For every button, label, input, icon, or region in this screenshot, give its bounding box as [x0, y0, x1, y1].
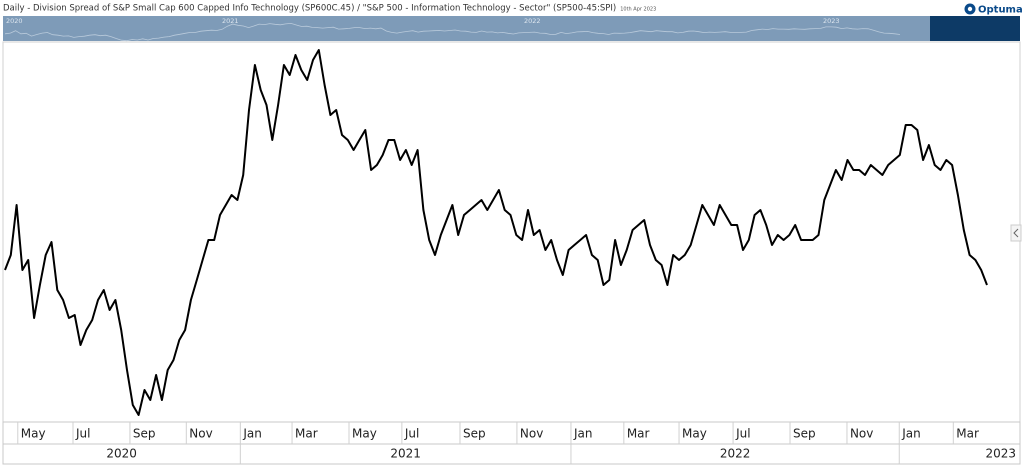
x-tick-label: Jan [573, 427, 593, 441]
year-tick-label: 2020 [106, 447, 137, 461]
year-axis [2, 443, 1021, 465]
year-tick-label: 2021 [390, 447, 421, 461]
navigator[interactable] [3, 16, 931, 41]
x-tick-label: Jul [735, 427, 750, 441]
year-tick-label: 2022 [720, 447, 751, 461]
series-line [4, 49, 988, 416]
x-tick-label: May [352, 427, 377, 441]
x-tick-label: Nov [520, 427, 543, 441]
date-note: 10th Apr 2023 [620, 7, 656, 13]
year-tick-label: 2023 [985, 447, 1016, 461]
x-tick-label: Sep [463, 427, 486, 441]
x-tick-label: May [21, 427, 46, 441]
navigator-line [4, 22, 901, 42]
navigator-label: 2020 [6, 17, 23, 25]
x-tick-label: Mar [956, 427, 979, 441]
x-tick-label: Jan [242, 427, 262, 441]
x-tick-label: Jan [901, 427, 921, 441]
brand: Optuma [978, 5, 1023, 16]
navigator-label: 2022 [524, 17, 541, 25]
x-tick-label: Jul [404, 427, 419, 441]
x-tick-label: Nov [189, 427, 212, 441]
x-tick-label: Nov [850, 427, 873, 441]
navigator-window[interactable] [930, 16, 1020, 41]
x-tick-label: May [682, 427, 707, 441]
navigator-label: 2021 [222, 17, 239, 25]
x-tick-label: Mar [295, 427, 318, 441]
x-tick-label: Mar [627, 427, 650, 441]
x-tick-label: Sep [793, 427, 816, 441]
brand-logo-hole [967, 6, 973, 12]
x-tick-label: Sep [133, 427, 156, 441]
side-button[interactable] [1010, 224, 1022, 242]
chart-title: Daily - Division Spread of S&P Small Cap… [3, 4, 616, 14]
side-button-arrow [1013, 228, 1019, 238]
navigator-label: 2023 [823, 17, 840, 25]
x-tick-label: Jul [75, 427, 90, 441]
